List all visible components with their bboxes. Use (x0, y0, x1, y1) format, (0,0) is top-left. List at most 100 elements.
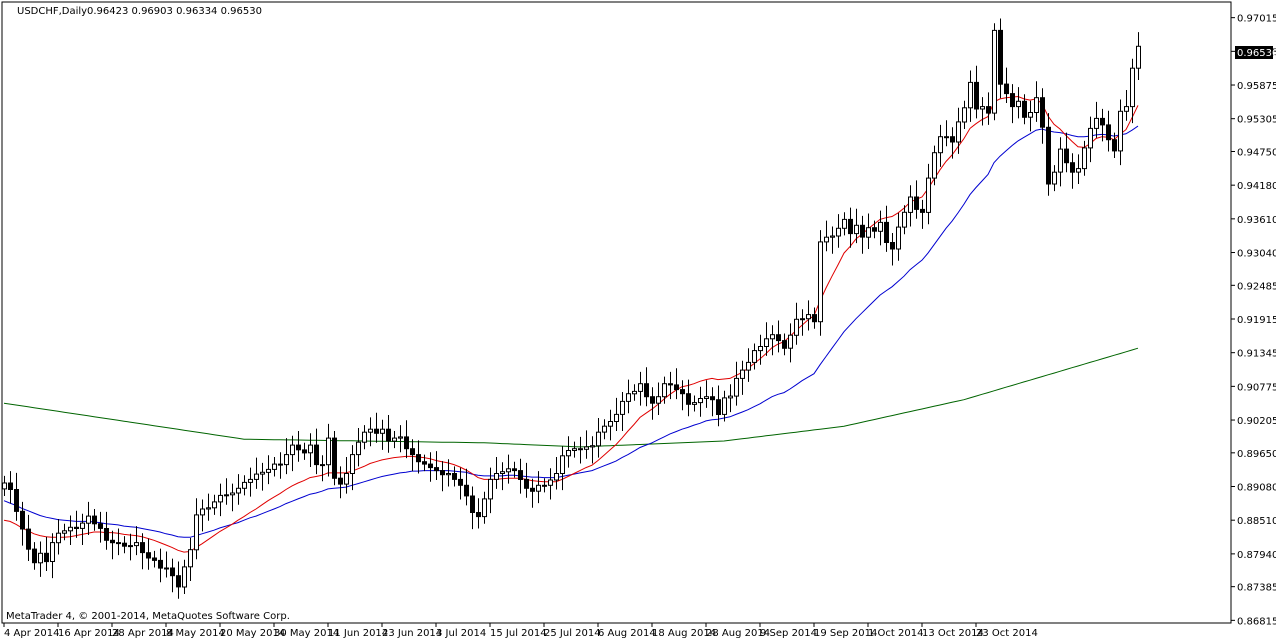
candle-bearish (680, 389, 685, 395)
candle-bullish (536, 484, 541, 492)
candle-bearish (404, 436, 409, 450)
candle-bullish (356, 441, 361, 456)
candle-bullish (1094, 117, 1099, 129)
candle-bearish (26, 528, 31, 550)
candle-bearish (686, 393, 691, 405)
x-tick-label: 8 May 2014 (166, 628, 225, 639)
candle-bullish (866, 227, 871, 238)
candle-bullish (242, 481, 247, 489)
candle-bullish (602, 425, 607, 433)
candle-bullish (692, 402, 697, 405)
candle-bearish (1022, 100, 1027, 118)
candle-bullish (854, 224, 859, 235)
candle-bullish (698, 398, 703, 404)
candle-bearish (122, 542, 127, 547)
candle-bullish (194, 514, 199, 551)
candle-bearish (458, 478, 463, 486)
candle-bullish (260, 471, 265, 475)
candle-bullish (788, 334, 793, 349)
x-tick-label: 19 Sep 2014 (814, 628, 877, 639)
y-tick-label: 0.87940 (1237, 550, 1276, 561)
candle-bearish (146, 552, 151, 559)
candle-bullish (980, 106, 985, 110)
candle-bearish (92, 515, 97, 525)
candle-bullish (944, 136, 949, 139)
x-tick-label: 20 May 2014 (220, 628, 285, 639)
candle-bullish (800, 318, 805, 321)
candle-bearish (278, 463, 283, 466)
candle-bearish (848, 218, 853, 235)
candle-bullish (926, 177, 931, 213)
candle-bearish (8, 482, 13, 490)
candle-bearish (464, 484, 469, 497)
candle-bullish (1088, 127, 1093, 149)
x-tick-label: 28 Aug 2014 (706, 628, 770, 639)
candle-bearish (668, 383, 673, 386)
candle-bullish (554, 473, 559, 481)
candle-bullish (932, 152, 937, 179)
candle-bearish (578, 448, 583, 451)
candle-bullish (500, 471, 505, 475)
candle-bearish (332, 437, 337, 479)
candle-bullish (590, 445, 595, 448)
candle-bearish (104, 528, 109, 541)
candle-bearish (518, 470, 523, 481)
candle-bearish (302, 449, 307, 454)
candle-bearish (812, 314, 817, 323)
candle-bullish (794, 318, 799, 336)
candle-bearish (530, 487, 535, 492)
candle-bullish (1052, 171, 1057, 185)
candle-bearish (434, 467, 439, 472)
candle-bullish (446, 473, 451, 476)
candle-bullish (50, 542, 55, 562)
x-tick-label: 30 May 2014 (274, 628, 339, 639)
candle-bearish (140, 542, 145, 554)
candle-bearish (428, 463, 433, 469)
candle-bearish (116, 542, 121, 545)
x-tick-label: 28 Apr 2014 (112, 628, 174, 639)
candle-bearish (1112, 139, 1117, 152)
candle-bullish (560, 455, 565, 474)
candle-bullish (230, 492, 235, 496)
candle-bullish (878, 221, 883, 232)
x-tick-label: 18 Aug 2014 (652, 628, 716, 639)
candle-bearish (14, 489, 19, 512)
candle-bullish (752, 350, 757, 363)
candle-bullish (746, 361, 751, 371)
candle-bullish (1016, 100, 1021, 108)
y-tick-label: 0.97015 (1237, 14, 1276, 25)
candle-bullish (572, 448, 577, 452)
candle-bearish (152, 557, 157, 561)
candle-bullish (488, 478, 493, 500)
candle-bearish (452, 473, 457, 480)
candle-bullish (656, 396, 661, 404)
candle-bullish (614, 413, 619, 422)
x-tick-label: 4 Apr 2014 (4, 628, 59, 639)
candle-bullish (290, 444, 295, 456)
y-tick-label: 0.93610 (1237, 215, 1276, 226)
candle-bullish (548, 479, 553, 486)
moving-average-medium-line (3, 125, 1139, 538)
candle-bullish (1076, 168, 1081, 173)
candle-bullish (506, 468, 511, 473)
candle-bullish (662, 383, 667, 398)
candle-bullish (2, 482, 7, 490)
candle-bearish (890, 242, 895, 250)
candle-bullish (608, 421, 613, 427)
x-tick-label: 16 Apr 2014 (58, 628, 120, 639)
candle-bullish (56, 532, 61, 544)
candle-bullish (212, 501, 217, 509)
candle-bullish (902, 211, 907, 228)
candle-bullish (80, 522, 85, 529)
current-price-tag (1235, 46, 1273, 59)
candle-bullish (1058, 148, 1063, 173)
moving-average-fast-line (3, 95, 1139, 553)
candle-bullish (284, 454, 289, 466)
candle-bullish (224, 494, 229, 497)
current-price-label: 0.96530 (1237, 48, 1276, 59)
y-tick-label: 0.91915 (1237, 315, 1276, 326)
candle-bearish (476, 512, 481, 518)
candle-bullish (200, 508, 205, 516)
